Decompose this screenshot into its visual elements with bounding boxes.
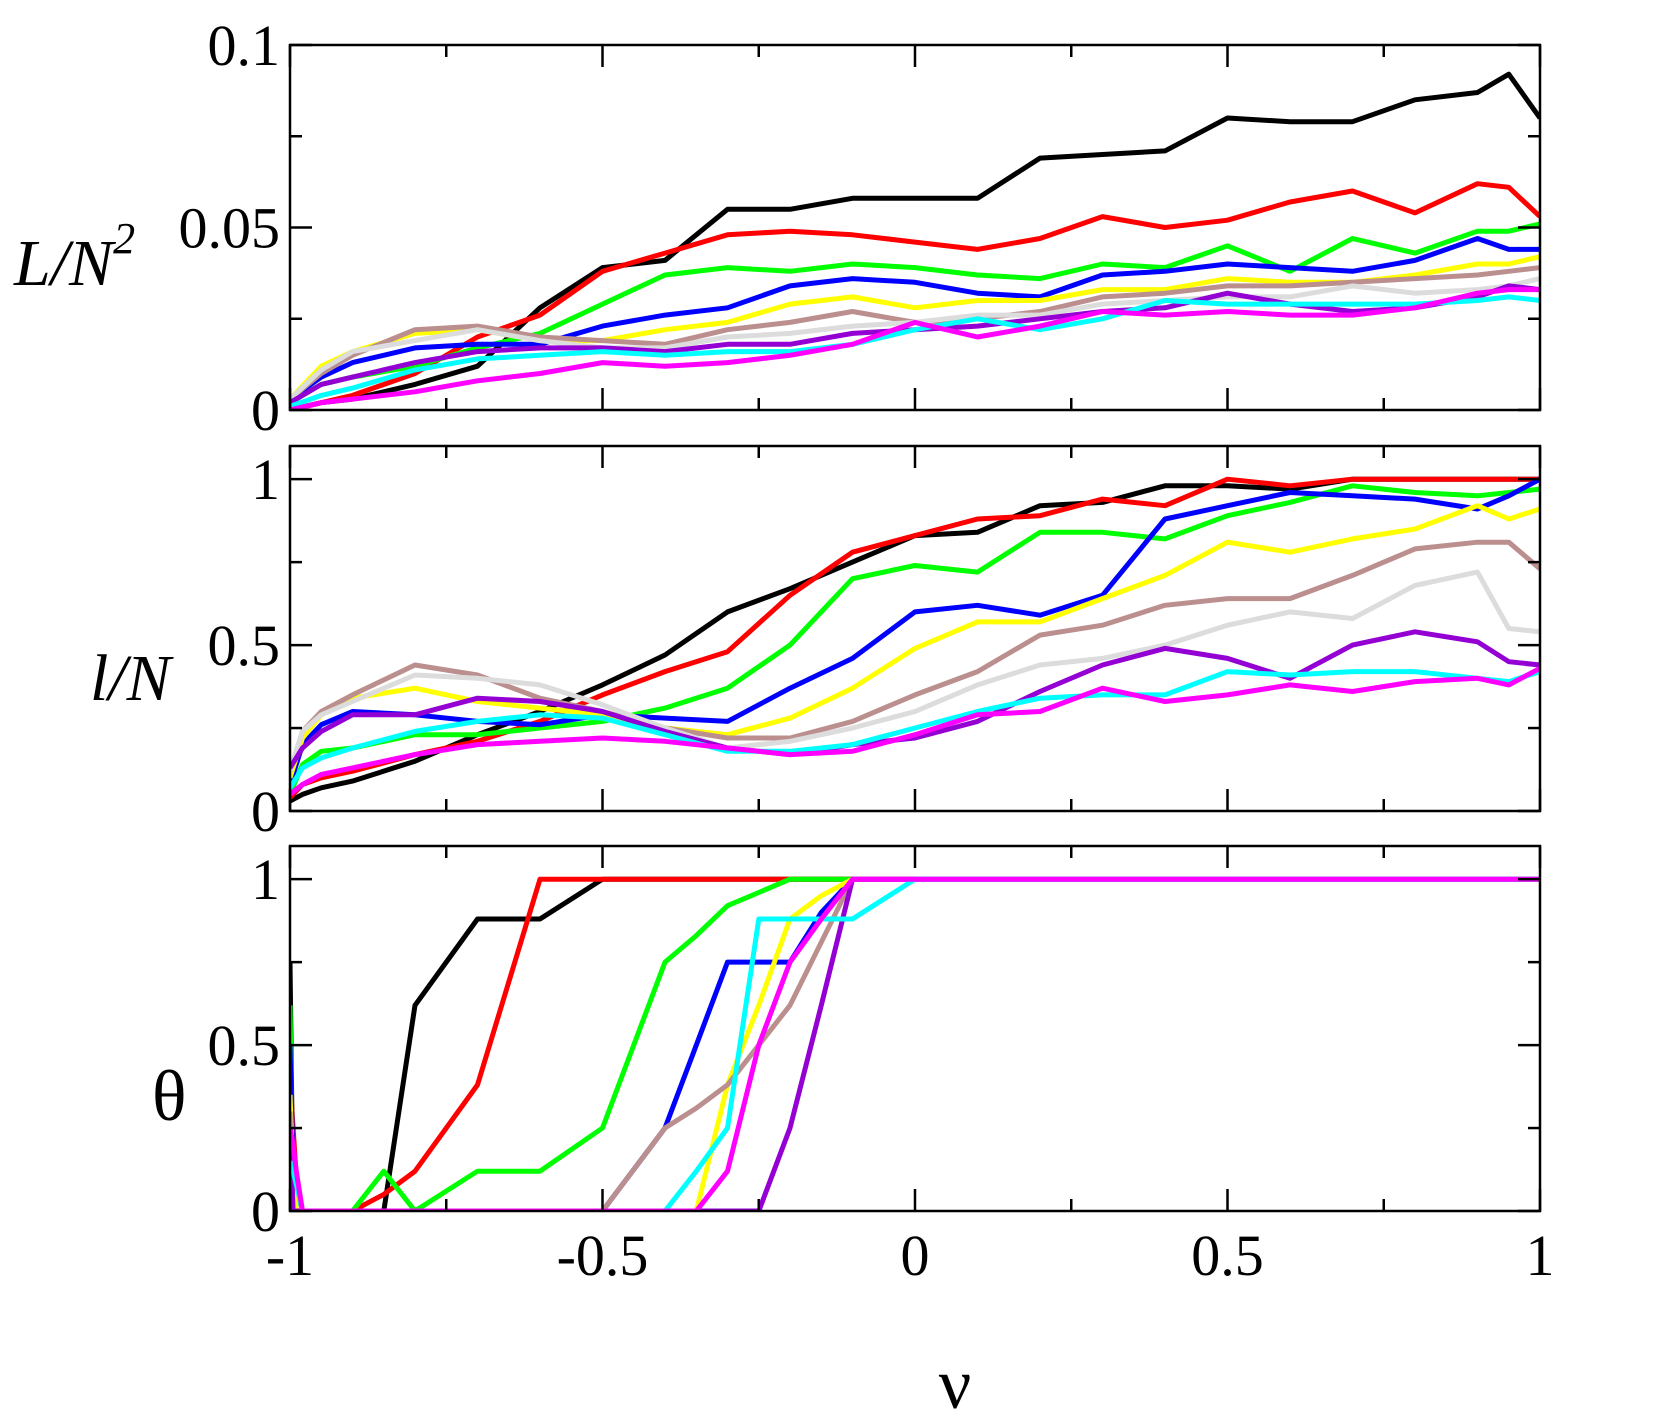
series-line-yellow <box>290 503 1540 779</box>
series-line-yellow <box>290 876 1540 1211</box>
y-tick-label: 0 <box>251 779 280 844</box>
y-tick-label: 0 <box>251 1179 280 1244</box>
series-group <box>290 71 1540 410</box>
y-tick-label: 0.5 <box>208 613 281 678</box>
y-tick-label: 0.1 <box>208 13 281 78</box>
series-line-cyan <box>290 669 1540 790</box>
series-line-rosybrown <box>290 539 1540 772</box>
series-line-rosybrown <box>290 876 1540 1211</box>
xlabel-bottom: ν <box>939 1344 972 1422</box>
x-tick-label: -1 <box>266 1223 314 1288</box>
x-tick-label: -0.5 <box>557 1223 649 1288</box>
series-group <box>290 476 1540 804</box>
ylabel-top-main: L/N <box>13 227 117 300</box>
series-line-cyan <box>290 294 1540 409</box>
panel-bottom: 0 0.5 1 -1 -0.5 0 0.5 1 <box>208 844 1555 1288</box>
x-tick-label: 1 <box>1526 1223 1555 1288</box>
panel-top: 0 0.05 0.1 <box>179 13 1542 443</box>
x-tick-label: 0.5 <box>1191 1223 1264 1288</box>
series-line-green <box>290 483 1540 796</box>
y-tick-label: 1 <box>251 847 280 912</box>
y-tick-label: 0 <box>251 378 280 443</box>
series-group <box>290 876 1540 1211</box>
ylabel-top-sup: 2 <box>113 214 135 263</box>
series-line-black <box>290 71 1540 410</box>
series-line-magenta <box>290 666 1540 797</box>
x-tick-label: 0 <box>901 1223 930 1288</box>
series-line-lightgray <box>290 569 1540 772</box>
y-tick-label: 1 <box>251 447 280 512</box>
series-line-blue <box>290 236 1540 402</box>
series-line-green <box>290 876 1540 1211</box>
ylabel-bottom: θ <box>152 1056 187 1136</box>
ylabel-middle: l/N <box>90 642 175 715</box>
series-line-red <box>290 181 1540 410</box>
panel-middle: 00.51 <box>208 444 1542 844</box>
series-line-magenta <box>290 287 1540 410</box>
ylabel-top: L/N2 <box>13 214 135 300</box>
series-line-magenta <box>290 876 1540 1211</box>
y-tick-label: 0.5 <box>208 1013 281 1078</box>
y-tick-label: 0.05 <box>179 196 281 261</box>
series-line-cyan <box>290 876 1540 1211</box>
